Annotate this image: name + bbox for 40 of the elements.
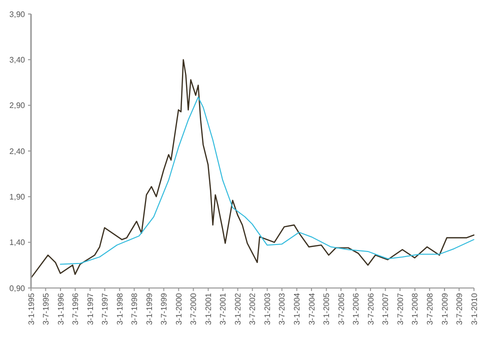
x-tick-label: 3-7-1997 [100, 292, 110, 326]
y-tick-label: 2,40 [9, 146, 26, 156]
x-tick-label: 3-7-2007 [396, 292, 405, 326]
x-tick-label: 3-7-2009 [454, 292, 464, 326]
x-tick-label: 3-7-2000 [189, 292, 198, 326]
line-series [60, 96, 474, 265]
x-tick-label: 3-1-2010 [470, 292, 479, 326]
x-tick-label: 3-1-1996 [56, 292, 66, 326]
x-tick-label: 3-1-2005 [322, 292, 332, 326]
x-tick-label: 3-1-1998 [115, 292, 124, 326]
x-tick-label: 3-7-2005 [336, 292, 346, 326]
x-tick-label: 3-1-1995 [26, 292, 36, 326]
x-tick-label: 3-1-1999 [144, 292, 154, 326]
y-tick-label: 1,40 [9, 238, 26, 248]
x-tick-label: 3-7-2001 [218, 292, 228, 326]
y-tick-label: 2,90 [9, 101, 26, 110]
x-tick-label: 3-1-2008 [410, 292, 420, 326]
y-tick-label: 1,90 [9, 192, 26, 202]
x-tick-label: 3-1-2006 [352, 292, 361, 326]
x-tick-label: 3-7-1995 [41, 292, 50, 326]
x-tick-label: 3-7-1999 [160, 292, 169, 326]
x-tick-label: 3-1-2001 [204, 292, 214, 326]
x-tick-label: 3-7-2008 [425, 292, 434, 326]
x-tick-label: 3-7-2003 [278, 292, 287, 326]
line-series [30, 59, 474, 279]
x-tick-label: 3-1-2009 [440, 292, 450, 326]
x-tick-label: 3-1-2007 [381, 292, 390, 326]
x-tick-label: 3-7-2002 [248, 292, 258, 326]
x-tick-label: 3-1-2004 [292, 292, 302, 326]
x-tick-label: 3-1-2000 [174, 292, 184, 326]
y-tick-label: 3,40 [9, 55, 26, 64]
y-tick-label: 0,90 [9, 284, 26, 293]
y-tick-label: 3,90 [9, 10, 26, 19]
x-tick-label: 3-7-2004 [307, 292, 316, 326]
x-tick-label: 3-7-2006 [366, 292, 376, 326]
x-tick-label: 3-7-1996 [71, 292, 80, 326]
x-tick-label: 3-7-1998 [130, 292, 140, 326]
x-tick-label: 3-1-1997 [86, 292, 95, 326]
x-tick-label: 3-1-2002 [234, 292, 243, 326]
x-tick-label: 3-1-2003 [263, 292, 272, 326]
